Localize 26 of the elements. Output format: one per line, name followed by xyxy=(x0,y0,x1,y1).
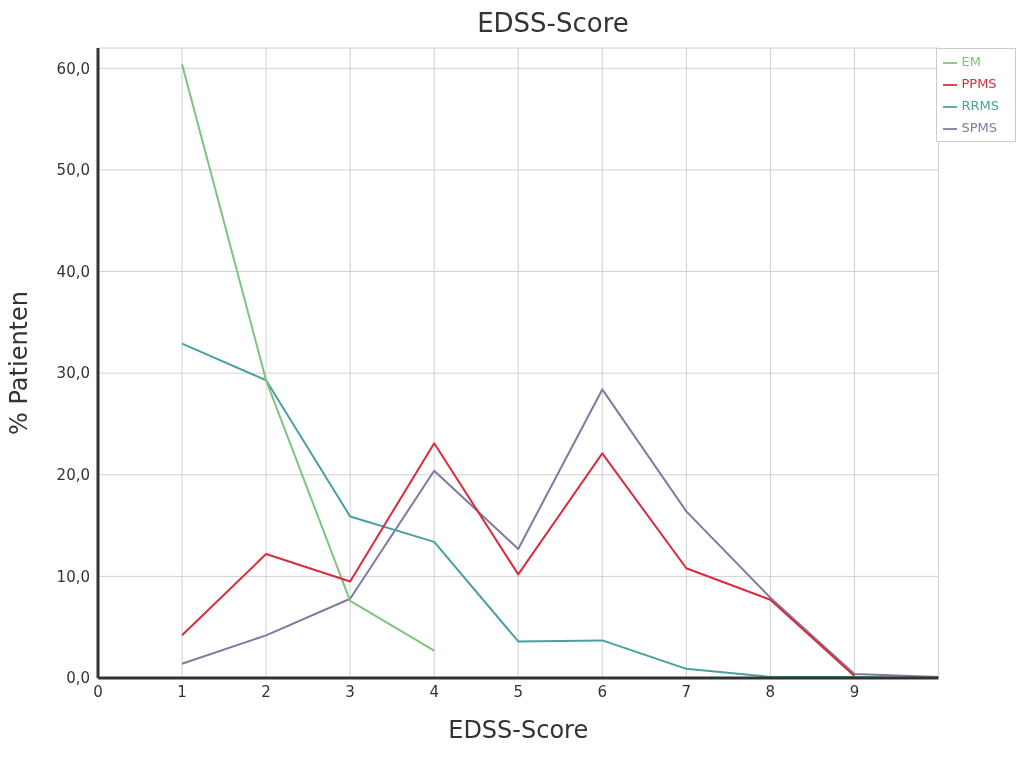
y-tick-label: 20,0 xyxy=(56,466,90,485)
x-tick-label: 2 xyxy=(261,682,271,701)
y-tick-label: 40,0 xyxy=(56,262,90,281)
line-series xyxy=(181,63,436,652)
legend-label: PPMS xyxy=(961,76,997,91)
x-tick-label: 5 xyxy=(513,682,523,701)
y-tick-label: 0,0 xyxy=(66,669,90,688)
line-series xyxy=(181,442,856,677)
x-tick-label: 7 xyxy=(681,682,692,701)
x-tick-label: 9 xyxy=(849,682,860,701)
x-tick-label: 8 xyxy=(765,682,776,701)
x-tick-label: 4 xyxy=(429,682,439,701)
legend-label: EM xyxy=(961,54,981,69)
x-tick-label: 6 xyxy=(597,682,608,701)
y-tick-label: 50,0 xyxy=(56,161,90,180)
x-tick-label: 0 xyxy=(93,682,103,701)
x-tick-label: 1 xyxy=(177,682,187,701)
legend-label: SPMS xyxy=(961,120,998,135)
y-tick-label: 30,0 xyxy=(56,364,90,383)
x-tick-label: 3 xyxy=(345,682,355,701)
legend-label: RRMS xyxy=(961,98,999,113)
y-tick-label: 60,0 xyxy=(56,59,90,78)
y-axis-title: % Patienten xyxy=(4,291,33,435)
x-axis-title: EDSS-Score xyxy=(448,716,589,744)
y-tick-label: 10,0 xyxy=(56,567,90,586)
chart-title: EDSS-Score xyxy=(476,8,630,38)
